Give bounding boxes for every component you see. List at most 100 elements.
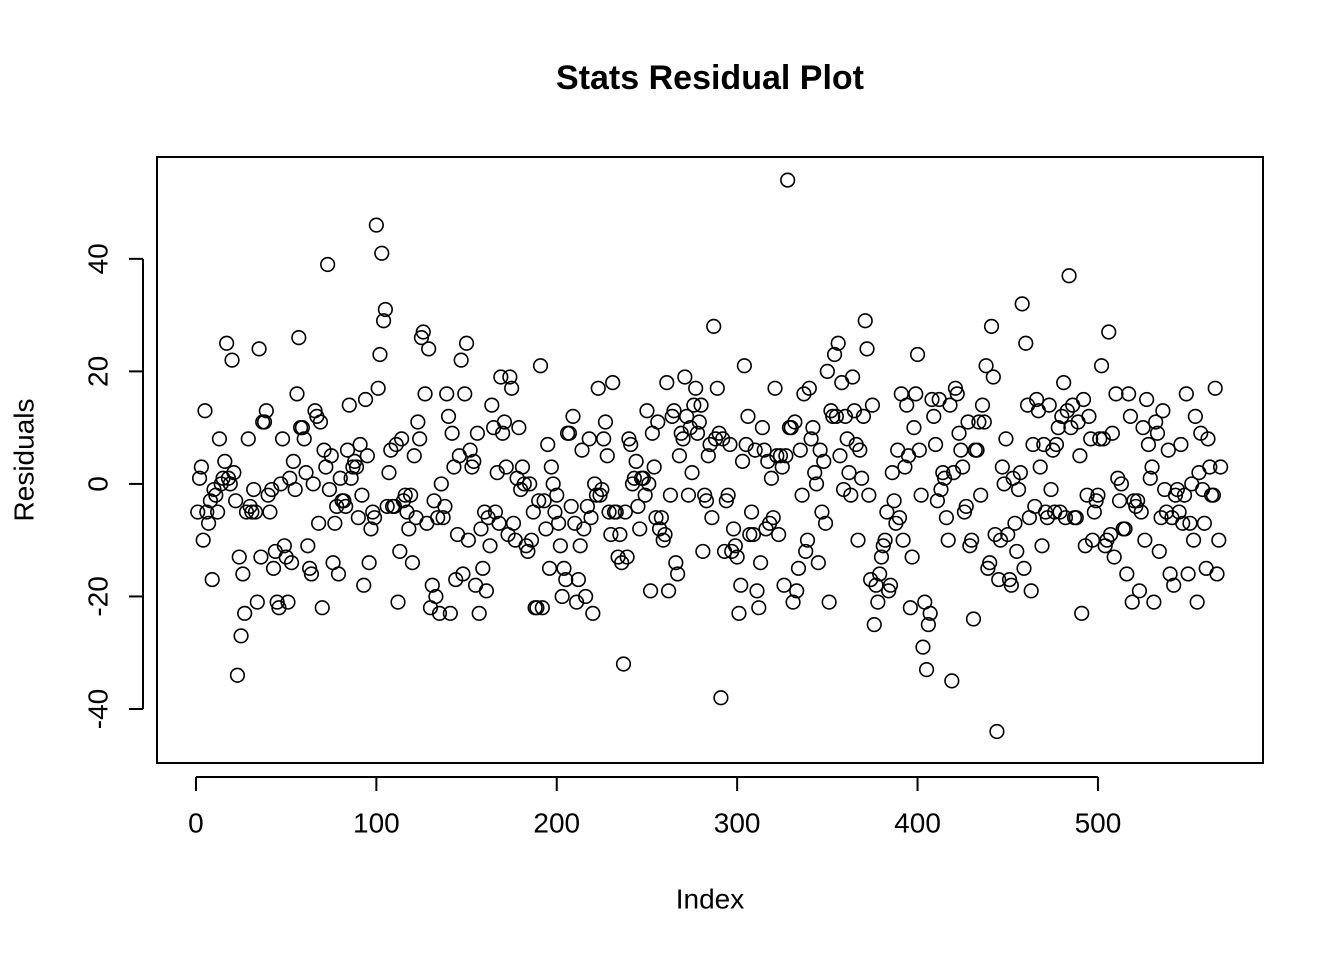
point — [1050, 420, 1066, 436]
point — [998, 431, 1014, 447]
point — [379, 498, 395, 515]
y-tick-label: 40 — [82, 243, 113, 274]
point — [729, 549, 745, 565]
point — [991, 571, 1007, 588]
point — [973, 487, 989, 503]
point — [693, 397, 709, 413]
point — [938, 510, 955, 526]
point — [278, 549, 294, 565]
point — [249, 594, 265, 610]
point — [960, 414, 976, 430]
point — [523, 532, 540, 548]
point — [491, 515, 507, 531]
point — [237, 605, 253, 621]
point — [740, 408, 756, 424]
point — [224, 352, 240, 368]
point — [244, 504, 260, 520]
point — [502, 369, 518, 385]
point — [381, 465, 397, 481]
point — [1010, 481, 1027, 498]
point — [368, 217, 384, 233]
point — [767, 380, 783, 396]
point — [677, 369, 693, 385]
point — [312, 414, 329, 430]
point — [404, 555, 421, 571]
point — [671, 448, 688, 464]
point — [771, 526, 787, 543]
point — [327, 515, 343, 531]
point — [1025, 436, 1041, 453]
point — [969, 442, 985, 458]
point — [866, 616, 882, 633]
point — [235, 566, 251, 582]
point — [1083, 431, 1099, 447]
point — [532, 358, 549, 374]
point — [650, 414, 666, 430]
point — [660, 583, 677, 599]
point — [338, 498, 354, 515]
point — [816, 453, 832, 470]
chart-title: Stats Residual Plot — [556, 59, 864, 97]
point — [927, 436, 944, 453]
point — [1182, 515, 1198, 531]
point — [354, 487, 370, 503]
point — [538, 521, 554, 537]
point — [864, 397, 881, 413]
point — [617, 504, 633, 520]
point — [543, 459, 559, 475]
point — [651, 521, 668, 537]
point — [1211, 532, 1227, 548]
x-tick-label: 500 — [1075, 807, 1122, 838]
x-tick-label: 400 — [894, 807, 941, 838]
point — [1009, 543, 1025, 560]
point — [886, 493, 902, 509]
point — [1106, 549, 1122, 565]
point — [1007, 515, 1023, 531]
point — [790, 560, 807, 576]
point — [933, 481, 949, 498]
point — [455, 566, 471, 582]
point — [585, 605, 601, 621]
point — [258, 403, 274, 419]
point — [944, 673, 960, 689]
point — [599, 448, 615, 464]
point — [709, 380, 725, 396]
point — [442, 605, 458, 621]
point — [453, 352, 469, 368]
point — [193, 459, 209, 475]
point — [199, 504, 215, 520]
point — [394, 431, 410, 447]
point — [754, 420, 771, 436]
point — [231, 549, 247, 565]
point — [780, 172, 796, 188]
point — [1029, 391, 1045, 408]
point — [588, 487, 605, 503]
point — [433, 476, 449, 492]
point — [291, 330, 307, 346]
point — [821, 594, 837, 610]
point — [872, 566, 888, 582]
point — [276, 538, 292, 554]
point — [440, 408, 457, 424]
point — [229, 667, 246, 683]
point — [796, 386, 812, 402]
point — [720, 487, 736, 503]
point — [303, 566, 320, 582]
point — [722, 436, 738, 453]
point — [552, 538, 568, 554]
point — [612, 526, 628, 543]
point — [828, 408, 844, 424]
point — [370, 380, 386, 396]
y-tick-label: -20 — [82, 576, 113, 616]
point — [803, 431, 819, 447]
point — [375, 313, 392, 329]
point — [320, 256, 336, 273]
point — [482, 538, 498, 554]
point — [1189, 594, 1205, 610]
point — [505, 515, 522, 531]
point — [736, 358, 752, 374]
point — [1056, 375, 1072, 391]
point — [274, 431, 291, 447]
point — [1175, 515, 1191, 531]
point — [597, 414, 614, 430]
